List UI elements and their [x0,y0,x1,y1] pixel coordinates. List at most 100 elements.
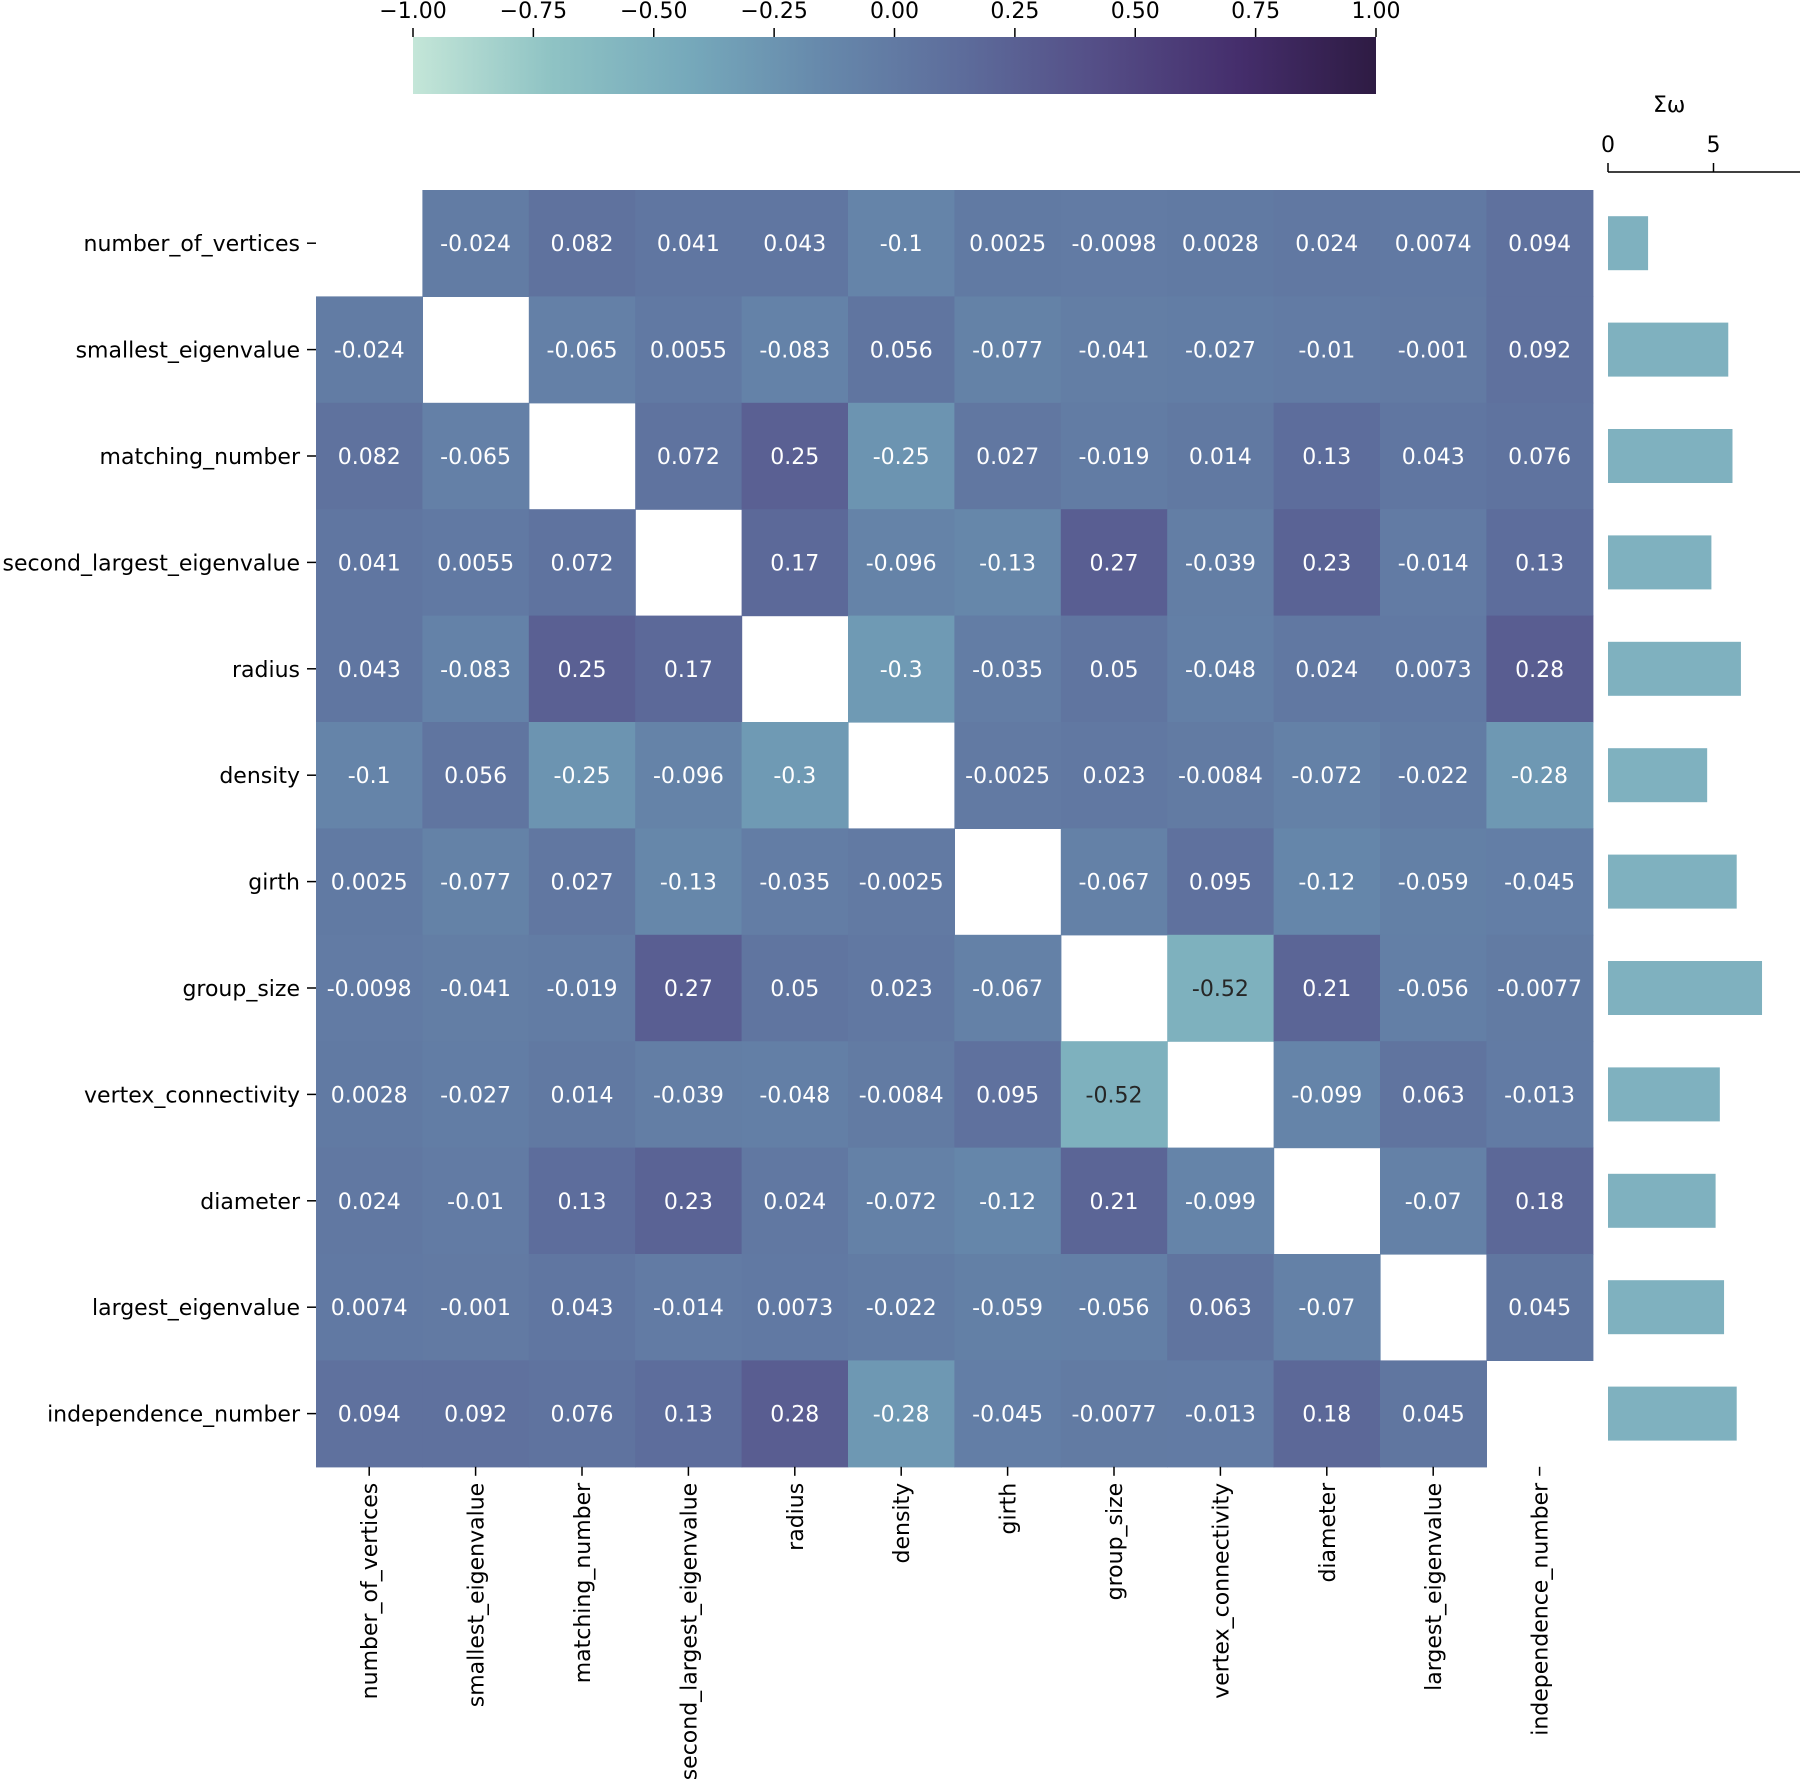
heatmap-cell [1486,615,1594,723]
heatmap-cell [1167,190,1275,297]
heatmap-cell [1273,402,1381,510]
heatmap-cell [741,190,849,297]
heatmap-cell-label: 0.027 [551,871,614,896]
heatmap-cell-label: -0.25 [873,445,930,470]
heatmap-cell [635,190,743,297]
row-label: smallest_eigenvalue [76,339,300,364]
column-label: largest_eigenvalue [1422,1483,1447,1691]
heatmap-cell-label: -0.077 [972,339,1043,364]
heatmap-cell [316,722,423,829]
heatmap-cell [528,296,636,404]
heatmap-cell-label: -0.0077 [1497,977,1582,1002]
heatmap-cell [1380,1147,1487,1255]
heatmap-cell [1380,934,1487,1042]
heatmap-cell [1060,402,1168,510]
heatmap-cell [954,1360,1062,1468]
heatmap-cell [1167,1147,1275,1255]
heatmap-cell [848,402,955,510]
heatmap-cell-label: -0.096 [866,551,937,576]
heatmap-cell-label: -0.014 [1398,551,1469,576]
heatmap-cell-label: -0.083 [440,658,511,683]
colorbar: −1.00 −0.75 −0.50 −0.25 0.00 0.25 0.50 0.75 1.00 [379,0,1400,94]
heatmap-cell-label: -0.041 [1079,339,1150,364]
heatmap-cell [1060,1254,1168,1361]
heatmap-cell-label: 0.0025 [969,232,1046,257]
heatmap-cell [1486,190,1594,297]
heatmap-cell-label: -0.024 [334,339,405,364]
heatmap-cell [1486,509,1594,617]
heatmap-cell-label: 0.023 [870,977,933,1002]
sum-weight-bar [1608,1173,1716,1228]
heatmap-cell-label: 0.23 [664,1190,713,1215]
heatmap-cell-label: 0.092 [444,1403,507,1428]
heatmap-cell [741,509,849,617]
heatmap-cell [422,190,530,297]
heatmap-cell [954,509,1062,617]
sum-weight-bar [1608,429,1733,483]
heatmap-cell-label: -0.072 [866,1190,937,1215]
sum-weight-bar [1608,748,1708,803]
heatmap-cell [316,1360,423,1468]
heatmap-cell-label: 0.21 [1090,1190,1139,1215]
heatmap-cell-label: -0.25 [554,764,611,789]
row-label: radius [232,658,300,683]
heatmap-cell [1167,615,1275,723]
heatmap-cell [1273,934,1381,1042]
heatmap-cell [1486,1254,1594,1361]
heatmap-cell-label: -0.019 [547,977,618,1002]
heatmap-cell [1273,509,1381,617]
heatmap-cell [1380,1041,1487,1149]
heatmap-cell-label: -0.083 [759,339,830,364]
heatmap-cell [316,934,423,1042]
heatmap-cell [1273,296,1381,404]
heatmap-cell-label: 0.28 [1515,658,1564,683]
heatmap-cell-label: -0.1 [348,764,391,789]
heatmap-cell-label: -0.048 [759,1083,830,1108]
heatmap-cell [422,934,530,1042]
heatmap-cell-label: 0.0073 [756,1296,833,1321]
heatmap-cell-label: -0.52 [1086,1083,1143,1108]
heatmap-cell-label: 0.024 [338,1190,401,1215]
heatmap-cell [316,509,423,617]
bar-chart-title: Σω [1653,93,1685,118]
heatmap-cell [848,1254,955,1361]
heatmap-cell [1380,1360,1487,1468]
row-label: vertex_connectivity [84,1083,300,1108]
heatmap-cell-label: 0.0055 [437,551,514,576]
heatmap-cell [422,1254,530,1361]
heatmap-cell [1486,722,1594,829]
heatmap-cell-label: -0.12 [979,1190,1036,1215]
heatmap-cell-label: -0.022 [1398,764,1469,789]
heatmap-cell-label: -0.065 [547,339,618,364]
heatmap-cell [635,722,743,829]
row-label: largest_eigenvalue [92,1296,300,1321]
heatmap-cell-label: -0.07 [1298,1296,1355,1321]
heatmap-cell-label: -0.027 [1185,339,1256,364]
heatmap-cell-label: -0.52 [1192,977,1249,1002]
heatmap-cell [528,509,636,617]
colorbar-tick-label: 0.25 [990,0,1039,24]
heatmap-cell [848,828,955,936]
heatmap-cell-label: -0.077 [440,871,511,896]
heatmap-cell [848,190,955,297]
heatmap-cell-label: -0.065 [440,445,511,470]
column-label: group_size [1103,1483,1128,1601]
heatmap-cell [741,828,849,936]
heatmap-cell [635,615,743,723]
heatmap-cell [1167,296,1275,404]
heatmap-cell-label: -0.0077 [1072,1403,1157,1428]
heatmap-cell [528,190,636,297]
heatmap-cell-label: 0.0074 [331,1296,408,1321]
heatmap-cell [422,615,530,723]
colorbar-tick-label: 1.00 [1352,0,1401,24]
heatmap-cell [422,1041,530,1149]
heatmap-cell [528,1147,636,1255]
heatmap-cell [1167,1360,1275,1468]
heatmap-cell [528,722,636,829]
heatmap-cell [1380,296,1487,404]
row-label: number_of_vertices [84,232,301,257]
heatmap-cell [635,828,743,936]
heatmap-cell-label: -0.0098 [1072,232,1157,257]
heatmap-cell-label: -0.014 [653,1296,724,1321]
heatmap-cell [1060,615,1168,723]
